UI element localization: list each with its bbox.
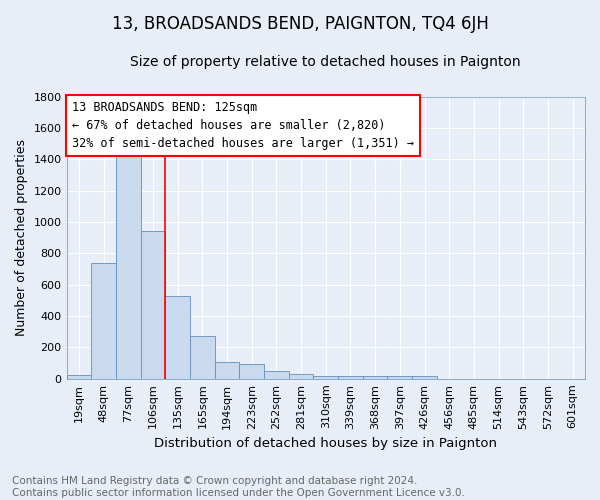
Bar	[313, 376, 338, 379]
Bar	[289, 374, 313, 379]
Y-axis label: Number of detached properties: Number of detached properties	[15, 139, 28, 336]
Bar	[190, 336, 215, 379]
Bar	[239, 364, 264, 379]
Bar	[363, 376, 388, 379]
Bar	[264, 371, 289, 379]
X-axis label: Distribution of detached houses by size in Paignton: Distribution of detached houses by size …	[154, 437, 497, 450]
Text: 13, BROADSANDS BEND, PAIGNTON, TQ4 6JH: 13, BROADSANDS BEND, PAIGNTON, TQ4 6JH	[112, 15, 488, 33]
Bar	[67, 376, 91, 379]
Bar	[215, 362, 239, 379]
Bar	[412, 376, 437, 379]
Title: Size of property relative to detached houses in Paignton: Size of property relative to detached ho…	[130, 55, 521, 69]
Bar	[91, 263, 116, 379]
Bar	[388, 376, 412, 379]
Bar	[140, 232, 165, 379]
Text: Contains HM Land Registry data © Crown copyright and database right 2024.
Contai: Contains HM Land Registry data © Crown c…	[12, 476, 465, 498]
Bar	[116, 154, 140, 379]
Bar	[338, 376, 363, 379]
Text: 13 BROADSANDS BEND: 125sqm
← 67% of detached houses are smaller (2,820)
32% of s: 13 BROADSANDS BEND: 125sqm ← 67% of deta…	[72, 101, 414, 150]
Bar	[165, 296, 190, 379]
